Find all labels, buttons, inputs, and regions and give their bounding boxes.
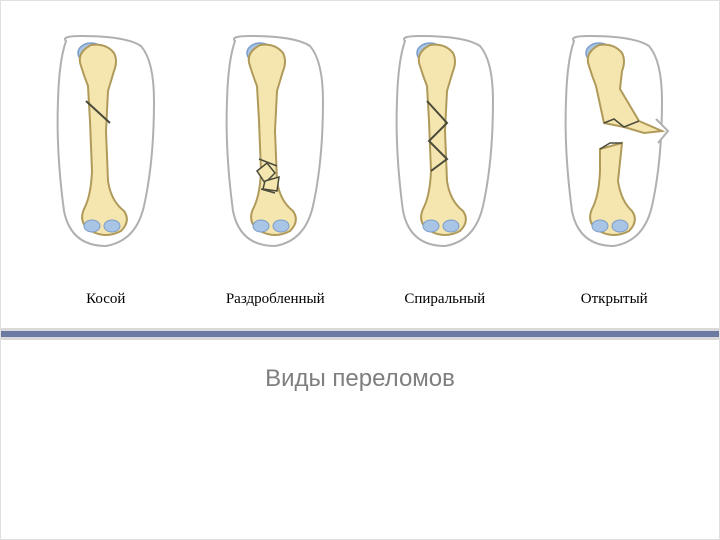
page-title: Виды переломов [1, 365, 719, 393]
cartilage-bottom-r [612, 220, 628, 232]
bone-illustration-spiral [375, 31, 515, 251]
cartilage-bottom-r [273, 220, 289, 232]
title-area: Виды переломов [1, 340, 719, 418]
cartilage-bottom-r [443, 220, 459, 232]
label-comminuted: Раздробленный [191, 291, 361, 308]
labels-row: Косой Раздробленный Спиральный Открытый [1, 271, 719, 318]
fracture-panel-spiral [360, 31, 530, 251]
divider-band [1, 328, 719, 340]
cartilage-bottom-l [253, 220, 269, 232]
label-spiral: Спиральный [360, 291, 530, 308]
label-oblique: Косой [21, 291, 191, 308]
bone-illustration-comminuted [205, 31, 345, 251]
cartilage-bottom-l [592, 220, 608, 232]
diagram-area [1, 1, 719, 271]
bone-illustration-open [544, 31, 684, 251]
bone-illustration-oblique [36, 31, 176, 251]
fracture-panel-open [530, 31, 700, 251]
cartilage-bottom-l [423, 220, 439, 232]
cartilage-bottom-l [84, 220, 100, 232]
fracture-panel-comminuted [191, 31, 361, 251]
label-open: Открытый [530, 291, 700, 308]
cartilage-bottom-r [104, 220, 120, 232]
fracture-panel-oblique [21, 31, 191, 251]
